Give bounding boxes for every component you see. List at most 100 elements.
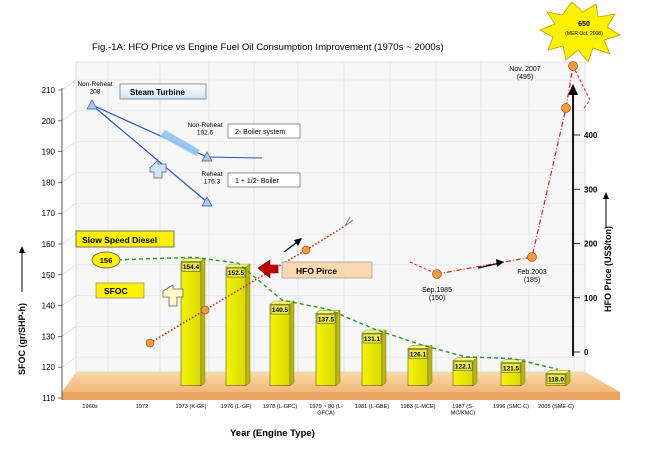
category-labels: 1960s 1972 1973 (K-GF) 1976 (L-GF) 1978 (L-G… (82, 404, 574, 417)
right-axis-ticks: 400 300 200 100 0 (573, 131, 598, 357)
left-tick-label: 140 (42, 302, 56, 311)
steam-turbine-box (119, 83, 207, 100)
gridline-h (61, 356, 77, 368)
right-tick-label: 0 (584, 348, 589, 357)
sfoc-bar-label-box (501, 363, 521, 373)
left-tick-label: 210 (42, 86, 56, 95)
sfoc-bar-label: 122.1 (455, 364, 472, 371)
chart-title: Fig.-1A: HFO Price vs Engine Fuel Oil Co… (92, 42, 444, 53)
y-axis-label-arrowhead (19, 246, 25, 253)
hfo-late-marker (568, 61, 578, 71)
right-tick-label: 300 (584, 185, 598, 194)
left-tick-label: 190 (42, 148, 56, 157)
hfo-price-trend: Sep.1985 (150) Feb.2003 (185) Nov. 2007 (495) (145, 61, 591, 348)
sfoc-bars: 154.4 152.5 140.5 137.5 131.1 126.1 122.1 121.5… (180, 257, 571, 387)
steam-turbine-marker (201, 196, 213, 207)
steam-turbine-marker (86, 99, 98, 110)
steam-point-label-3: Reheat 176.3 (202, 171, 223, 186)
sfoc-bar-label: 154.4 (183, 264, 200, 271)
hfo-early-marker (145, 338, 155, 348)
gridline-h (61, 141, 77, 152)
x-axis-label: Year (Engine Type) (230, 428, 315, 439)
sfoc-bar-label-box (226, 267, 246, 278)
sfoc-bar-label: 131.1 (364, 336, 381, 343)
sfoc-bar-side (200, 257, 206, 387)
sfoc-bar (315, 312, 337, 386)
sfoc-series-label: SFOC (104, 286, 128, 296)
hfo-late-trend-line (436, 65, 574, 275)
hfo-late-arrow (477, 262, 501, 269)
sfoc-bar-top (500, 359, 526, 363)
hfo-late-trend-tail (572, 65, 591, 109)
steam-turbine-group: Non-Reheat 208 Non-Reheat 192.6 Reheat 176.3 S… (77, 81, 301, 207)
sfoc-bar-side (289, 300, 295, 387)
right-tick-label: 400 (584, 131, 598, 140)
category-label: 1960s (82, 404, 97, 410)
left-tick-label: 200 (42, 117, 56, 126)
left-tick-label: 170 (42, 209, 56, 218)
sfoc-bar-label: 137.5 (318, 316, 335, 323)
hfo-late-marker (561, 103, 571, 113)
sfoc-bar-side (427, 345, 433, 387)
hfo-series-label: HFO Pirce (296, 266, 337, 276)
left-tick-label: 150 (42, 271, 56, 280)
gridline-h (61, 233, 77, 245)
sfoc-bar (269, 303, 291, 386)
category-label: 1996 (SMC-C) (493, 404, 529, 410)
hfo-early-marker (200, 305, 210, 315)
gridline-h (61, 202, 77, 214)
sfoc-bar-label: 152.5 (228, 270, 245, 277)
hfo-price-label-1985: Sep.1985 (150) (422, 287, 452, 302)
category-label: 1987 (S-MC/KMC) (451, 404, 476, 417)
slow-speed-diesel-label: Slow Speed Diesel (82, 235, 157, 245)
right-tick-label: 200 (584, 240, 598, 249)
sfoc-start-label: 156 (100, 256, 113, 265)
sfoc-bar-side (335, 309, 341, 387)
sfoc-bar-top (225, 263, 251, 268)
left-tick-label: 130 (42, 332, 56, 341)
hfo-price-label-2007: Nov. 2007 (495) (509, 66, 540, 81)
sfoc-bar-top (180, 258, 206, 262)
boiler-box-1half-label: 1 + 1/2- Boiler (235, 178, 279, 185)
gridline-h (61, 326, 77, 337)
sfoc-series-box (95, 282, 145, 299)
steam-flow-band (160, 130, 200, 156)
hfo-direction-arrow-icon (257, 259, 279, 279)
boiler-box-2 (227, 123, 301, 139)
hfo-price-label-2003: Feb.2003 (185) (517, 269, 547, 284)
y-axis-label: SFOC (gr/SHP-h) (17, 303, 27, 375)
sfoc-bar-label-box (316, 314, 336, 324)
chart-floor (62, 372, 620, 392)
boiler-box-1half (227, 172, 301, 188)
sfoc-bar (225, 266, 247, 386)
right-axis-arrowhead (568, 84, 578, 95)
starburst-callout (539, 1, 621, 63)
hfo-early-arrowhead (294, 238, 302, 246)
starburst-note: (MER Oct. 2008) (565, 31, 603, 37)
sfoc-bar-label: 121.5 (503, 366, 520, 373)
hfo-series-box (281, 261, 373, 279)
category-label: 1981 (L-GBE) (355, 404, 390, 410)
hfo-early-trend-line (149, 225, 346, 344)
sfoc-bar-side (245, 263, 251, 387)
hfo-early-trend-end (344, 216, 354, 227)
sfoc-bar-label-box (362, 333, 382, 344)
category-label: 1972 (136, 404, 148, 410)
boiler-box-2-label: 2- Boiler system (235, 129, 285, 136)
slow-speed-diesel-box (75, 230, 175, 248)
steam-point-label-1: Non-Reheat 208 (77, 81, 112, 96)
left-tick-label: 180 (42, 178, 56, 187)
sfoc-bar-label-box (181, 261, 201, 272)
steam-turn-arrow-icon (149, 159, 167, 179)
category-label: 1979 ~ 80 (L-GFCA) (309, 404, 343, 417)
gridline-h (61, 79, 77, 91)
sfoc-bar-label-box (270, 304, 290, 315)
gridline-h (61, 172, 77, 183)
sfoc-bar-top (452, 357, 478, 361)
hfo-early-marker (301, 245, 311, 255)
category-label: 2005 (SME-C) (538, 404, 574, 410)
left-axis-ticks: 210 200 190 180 170 160 150 140 130 120 110 (42, 86, 62, 403)
sfoc-bar-side (472, 357, 478, 387)
left-tick-label: 110 (42, 394, 55, 403)
steam-turbine-label: Steam Turbine (130, 88, 186, 97)
